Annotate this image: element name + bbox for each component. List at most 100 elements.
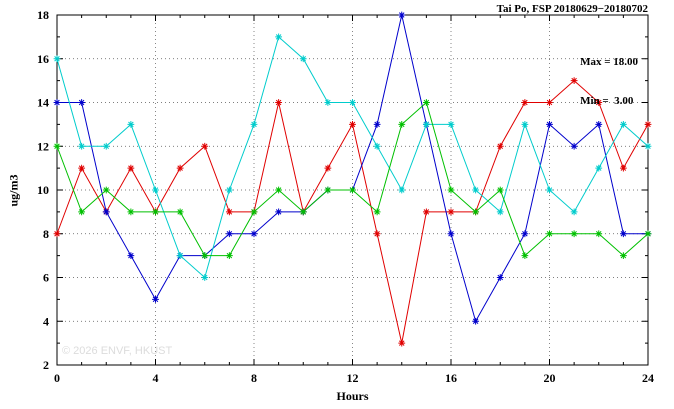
series-cyan-marker (373, 142, 381, 150)
series-red-marker (275, 99, 283, 106)
y-tick-label: 2 (43, 358, 49, 372)
series-cyan-marker (644, 142, 652, 150)
series-cyan-marker (324, 99, 332, 106)
series-green-marker (324, 186, 332, 194)
max-value-label: Max = 18.00 (580, 56, 638, 68)
series-cyan-marker (275, 33, 283, 41)
series-red-marker (570, 77, 578, 85)
series-red-marker (127, 164, 135, 172)
series-cyan-marker (201, 274, 209, 281)
series-cyan-marker (53, 55, 61, 63)
series-red-marker (521, 99, 529, 106)
series-blue-marker (78, 99, 86, 106)
series-red-marker (398, 339, 406, 347)
series-green-marker (546, 230, 553, 238)
series-blue-marker (447, 230, 455, 238)
series-blue-marker (570, 142, 578, 150)
series-red-marker (619, 164, 627, 172)
series-blue-marker (275, 208, 283, 216)
series-red-marker (373, 230, 381, 238)
series-green-marker (78, 208, 86, 216)
series-blue-marker (373, 120, 381, 128)
series-blue-marker (250, 230, 258, 238)
y-tick-label: 6 (43, 271, 49, 285)
series-cyan-marker (152, 186, 159, 194)
series-red-marker (324, 164, 332, 172)
series-green-marker (398, 120, 406, 128)
series-green-marker (225, 252, 233, 260)
series-blue-marker (595, 120, 603, 128)
series-blue-marker (398, 11, 406, 19)
series-red-marker (349, 120, 356, 128)
series-green-marker (275, 186, 283, 194)
plot-border (56, 14, 649, 366)
series-cyan-marker (595, 164, 603, 172)
series-cyan-marker (250, 120, 258, 128)
series-blue-marker (225, 230, 233, 238)
series-cyan-marker (422, 120, 430, 128)
series-green-marker (447, 186, 455, 194)
series-green-marker (102, 186, 110, 194)
series-green-marker (422, 99, 430, 106)
y-tick-label: 4 (43, 314, 49, 328)
series-cyan-marker (570, 208, 578, 216)
y-tick-label: 8 (43, 227, 49, 241)
chart-title: Tai Po, FSP 20180629−20180702 (496, 3, 648, 15)
series-green-marker (127, 208, 135, 216)
series-red-marker (496, 142, 504, 150)
series-cyan-marker (78, 142, 86, 150)
series-cyan-marker (349, 99, 356, 106)
series-green-marker (349, 186, 356, 194)
series-red-marker (422, 208, 430, 216)
series-red-marker (225, 208, 233, 216)
series-green-marker (595, 230, 603, 238)
x-tick-label: 24 (642, 371, 654, 385)
series-red-marker (78, 164, 86, 172)
y-tick-label: 18 (37, 8, 49, 22)
series-blue-marker (102, 208, 110, 216)
series-cyan-marker (299, 55, 307, 63)
series-blue-marker (53, 99, 61, 106)
series-green-marker (53, 142, 61, 150)
y-tick-label: 14 (37, 96, 49, 110)
x-tick-label: 0 (54, 371, 60, 385)
series-blue-marker (496, 274, 504, 281)
series-cyan-marker (619, 120, 627, 128)
series-cyan-marker (398, 186, 406, 194)
series-green-marker (373, 208, 381, 216)
x-tick-label: 8 (251, 371, 257, 385)
series-blue-marker (472, 317, 480, 325)
x-tick-label: 20 (544, 371, 556, 385)
series-cyan-marker (472, 186, 480, 194)
y-tick-label: 12 (37, 139, 49, 153)
min-value-label: Min = 3.00 (580, 95, 634, 107)
series-red-marker (546, 99, 553, 106)
series-cyan-marker (447, 120, 455, 128)
series-red-marker (201, 142, 209, 150)
series-green-marker (176, 208, 184, 216)
series-red-marker (53, 230, 61, 238)
y-tick-label: 16 (37, 52, 49, 66)
x-axis-label: Hours (336, 389, 369, 403)
series-cyan-marker (102, 142, 110, 150)
series-green-marker (201, 252, 209, 260)
series-red-marker (176, 164, 184, 172)
series-cyan-marker (546, 186, 553, 194)
series-green-marker (299, 208, 307, 216)
series-green-marker (570, 230, 578, 238)
y-tick-label: 10 (37, 183, 49, 197)
max-min-annotation: Max = 18.00 Min = 3.00 (580, 30, 638, 134)
x-tick-label: 12 (347, 371, 359, 385)
series-cyan-marker (521, 120, 529, 128)
y-axis-label: ug/m3 (6, 174, 21, 207)
series-blue-marker (619, 230, 627, 238)
series-blue-marker (127, 252, 135, 260)
series-green-marker (521, 252, 529, 260)
series-blue-marker (152, 295, 159, 303)
series-green-marker (619, 252, 627, 260)
series-cyan-marker (176, 252, 184, 260)
series-green-marker (472, 208, 480, 216)
series-blue-marker (521, 230, 529, 238)
